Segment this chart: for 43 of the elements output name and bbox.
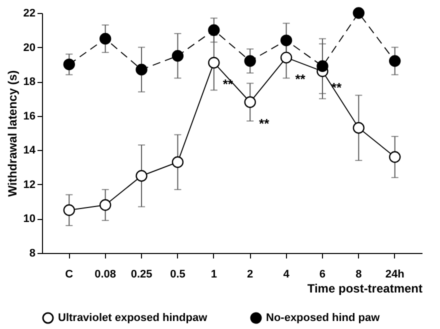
point <box>389 55 401 67</box>
point <box>99 199 112 211</box>
point <box>172 50 184 62</box>
point <box>244 55 256 67</box>
y-tick-label: 14 <box>23 144 36 157</box>
x-tick-label: 8 <box>356 268 362 280</box>
y-tick-label: 18 <box>23 76 36 88</box>
point <box>99 32 112 45</box>
y-axis-title: Withdrawal latency (s) <box>5 70 20 197</box>
point <box>316 60 328 72</box>
point <box>208 56 220 69</box>
annotation: ** <box>259 116 270 132</box>
x-tick-label: 2 <box>247 268 254 280</box>
legend-label: No-exposed hind paw <box>266 312 380 324</box>
point <box>280 52 292 64</box>
point <box>63 204 75 216</box>
x-tick-label: C <box>65 268 74 280</box>
x-tick-label: 0.08 <box>94 268 116 280</box>
x-tick-label: 0.25 <box>130 268 152 280</box>
y-tick-label: 8 <box>29 248 36 260</box>
legend-label: Ultraviolet exposed hindpaw <box>58 312 208 324</box>
y-tick-label: 20 <box>23 42 36 54</box>
point <box>136 64 148 76</box>
x-tick-label: 0.5 <box>170 268 186 280</box>
point <box>208 24 220 36</box>
point <box>352 122 365 134</box>
y-tick-label: 12 <box>23 178 36 191</box>
x-axis-title: Time post-treatment <box>307 282 422 296</box>
x-tick-label: 1 <box>210 268 217 280</box>
y-tick-label: 22 <box>23 8 36 20</box>
point <box>63 58 75 70</box>
y-tick-label: 10 <box>23 213 36 226</box>
x-tick-label: 4 <box>283 268 290 280</box>
x-tick-label: 24h <box>385 268 405 280</box>
point <box>280 34 292 46</box>
annotation: ** <box>295 72 306 87</box>
point <box>389 151 401 163</box>
y-tick-label: 16 <box>23 110 36 122</box>
point <box>244 96 256 108</box>
x-tick-label: 6 <box>319 268 326 280</box>
point <box>136 170 148 182</box>
point <box>172 156 184 168</box>
point <box>352 7 365 19</box>
